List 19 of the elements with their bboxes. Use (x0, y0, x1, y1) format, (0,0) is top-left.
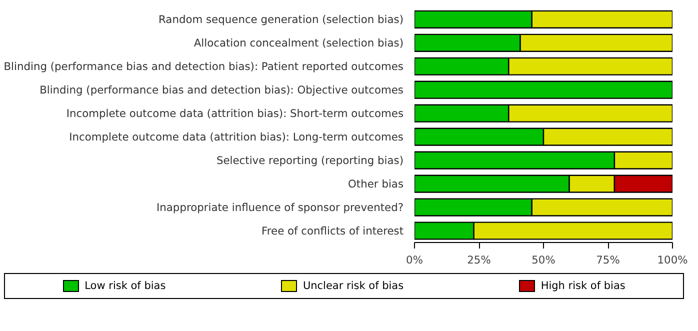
y-tick-label: Inappropriate influence of sponsor prevented? (156, 200, 404, 214)
y-tick-label: Other bias (348, 177, 404, 190)
x-tick-label: 25% (467, 254, 491, 266)
legend-label: Low risk of bias (84, 278, 166, 294)
y-tick-label: Incomplete outcome data (attrition bias): Short-term outcomes (66, 106, 404, 120)
y-tick-label: Blinding (performance bias and detection bias): Objective outcomes (40, 83, 404, 96)
y-tick-label: Random sequence generation (selection bias) (158, 12, 404, 26)
x-tick-label: 100% (657, 254, 688, 266)
y-tick-label: Incomplete outcome data (attrition bias): Long-term outcomes (69, 130, 404, 144)
bar (414, 80, 672, 99)
legend-label: Unclear risk of bias (302, 278, 404, 294)
y-tick-label: Allocation concealment (selection bias) (194, 36, 404, 50)
x-tick-label: 0% (406, 254, 423, 266)
y-tick-label: Blinding (performance bias and detection bias): Patient reported outcomes (4, 60, 404, 73)
x-tick-label: 75% (596, 254, 620, 266)
y-tick-label: Free of conflicts of interest (262, 224, 404, 238)
x-tick-label: 50% (532, 254, 556, 266)
y-tick-label: Selective reporting (reporting bias) (216, 154, 404, 167)
legend-label: High risk of bias (540, 278, 626, 294)
